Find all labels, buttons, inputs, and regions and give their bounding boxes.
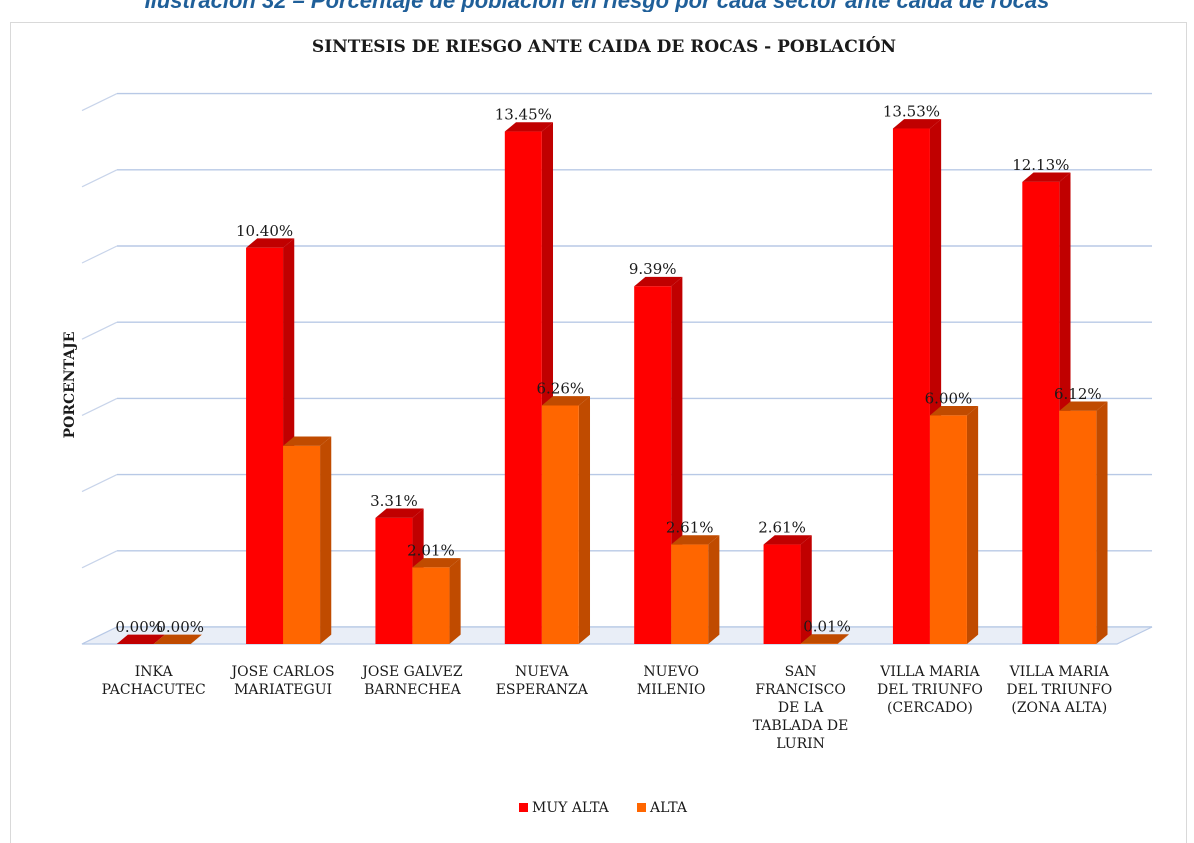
data-label: 6.12% <box>1054 385 1102 403</box>
bar-front <box>930 415 967 644</box>
gridline-side <box>82 322 117 339</box>
bar-front <box>283 446 320 644</box>
bar-front <box>1022 182 1059 644</box>
gridline-side <box>82 551 117 568</box>
bar-front <box>246 248 283 644</box>
data-label: 13.45% <box>495 106 552 124</box>
data-label: 3.31% <box>370 492 418 510</box>
bar-alta <box>412 558 460 644</box>
bar-front <box>542 405 579 644</box>
gridline-side <box>82 170 117 187</box>
chart-floor <box>82 627 1152 644</box>
data-label: 10.40% <box>236 222 293 240</box>
legend-label: MUY ALTA <box>532 800 610 816</box>
chart-title: SINTESIS DE RIESGO ANTE CAIDA DE ROCAS -… <box>312 36 896 57</box>
bar-side <box>579 396 590 644</box>
bar-front <box>1059 411 1096 644</box>
bar-alta <box>930 406 978 644</box>
legend-swatch <box>637 803 646 812</box>
data-label: 2.61% <box>666 519 714 537</box>
data-label: 12.13% <box>1012 156 1069 174</box>
data-label: 6.00% <box>925 389 973 407</box>
bar-front <box>764 545 801 644</box>
data-label: 0.00% <box>156 618 204 636</box>
bar-front <box>671 545 708 644</box>
bar-side <box>967 406 978 644</box>
data-label: 9.39% <box>629 260 677 278</box>
bar-side <box>708 535 719 644</box>
bar-side <box>1096 401 1107 644</box>
bar-front <box>412 567 449 644</box>
data-label: 2.01% <box>407 541 455 559</box>
bar-side <box>449 558 460 644</box>
bar-front <box>375 518 412 644</box>
gridline-side <box>82 398 117 415</box>
bar-alta <box>1059 401 1107 644</box>
data-label: 2.61% <box>758 519 806 537</box>
data-label: 13.53% <box>883 103 940 121</box>
legend: MUY ALTA ALTA <box>519 800 688 816</box>
data-label: 0.01% <box>803 618 851 636</box>
y-axis-label: PORCENTAJE <box>62 332 78 439</box>
gridlines <box>82 94 1152 644</box>
bar-alta <box>283 437 331 644</box>
bar-alta <box>542 396 590 644</box>
bar-side <box>320 437 331 644</box>
bar-front <box>893 129 930 644</box>
data-label: 6.26% <box>536 379 584 397</box>
bar-front <box>634 286 671 644</box>
gridline-side <box>82 475 117 492</box>
gridline-side <box>82 246 117 263</box>
legend-swatch <box>519 803 528 812</box>
bar-alta <box>671 535 719 644</box>
bars <box>117 119 1108 644</box>
legend-label: ALTA <box>649 800 688 816</box>
gridline-side <box>82 94 117 111</box>
